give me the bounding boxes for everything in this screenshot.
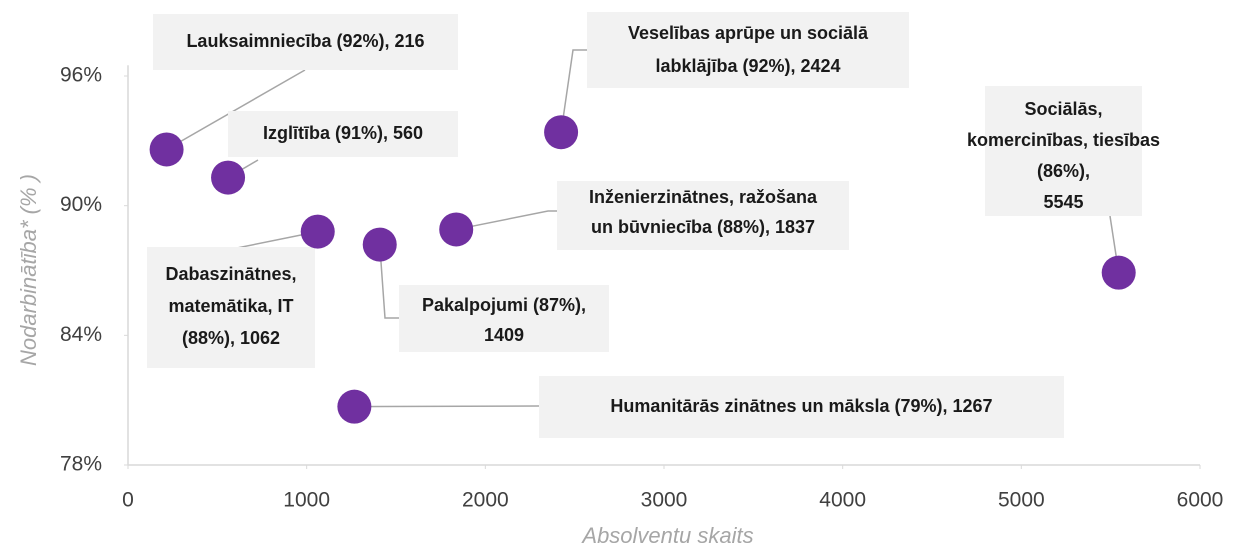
point-label: un būvniecība (88%), 1837 [591, 217, 815, 237]
point-label: 1409 [484, 325, 524, 345]
y-tick-label: 90% [60, 193, 102, 216]
point-label: Lauksaimniecība (92%), 216 [186, 31, 424, 51]
x-axis-title: Absolventu skaits [580, 523, 753, 548]
point [211, 160, 246, 195]
x-tick-label: 4000 [819, 489, 866, 512]
leader-line [354, 405, 540, 408]
label-box [399, 285, 609, 352]
point [300, 214, 335, 249]
point-label: Izglītība (91%), 560 [263, 123, 423, 143]
x-tick-label: 1000 [283, 489, 330, 512]
x-tick-label: 5000 [998, 489, 1045, 512]
x-tick-label: 6000 [1177, 489, 1224, 512]
point-label: matemātika, IT [168, 296, 293, 316]
y-axis-title: Nodarbinātība* (% ) [16, 174, 41, 366]
label-box [539, 376, 1064, 438]
x-tick-label: 3000 [641, 489, 688, 512]
leader-line [166, 69, 306, 151]
leader-line [378, 244, 399, 319]
label-box [587, 12, 909, 88]
point-label: Inženierzinātnes, ražošana [589, 187, 818, 207]
point-label: (86%), [1037, 161, 1090, 181]
point [149, 132, 184, 167]
point [362, 227, 397, 262]
point-label: Dabaszinātnes, [165, 264, 296, 284]
point-label: Sociālās, [1024, 99, 1102, 119]
label-box [228, 111, 458, 157]
point [1101, 255, 1136, 290]
point [337, 389, 372, 424]
point-label: Humanitārās zinātnes un māksla (79%), 12… [610, 396, 992, 416]
point-label: Veselības aprūpe un sociālā [628, 23, 869, 43]
y-tick-label: 84% [60, 323, 102, 346]
leader-line [456, 210, 557, 231]
label-box [147, 247, 315, 368]
y-tick-label: 96% [60, 64, 102, 87]
x-tick-label: 0 [122, 489, 134, 512]
point-label: komercinības, tiesības [967, 130, 1160, 150]
point-label: (88%), 1062 [182, 328, 280, 348]
label-box [557, 181, 849, 250]
y-tick-label: 78% [60, 453, 102, 476]
point [439, 212, 474, 247]
point [544, 115, 579, 150]
point-label: labklājība (92%), 2424 [655, 56, 840, 76]
x-tick-label: 2000 [462, 489, 509, 512]
label-box [985, 86, 1142, 216]
point-label: 5545 [1043, 192, 1083, 212]
leader-line [560, 49, 587, 133]
point-label: Pakalpojumi (87%), [422, 295, 586, 315]
label-box [153, 14, 458, 70]
